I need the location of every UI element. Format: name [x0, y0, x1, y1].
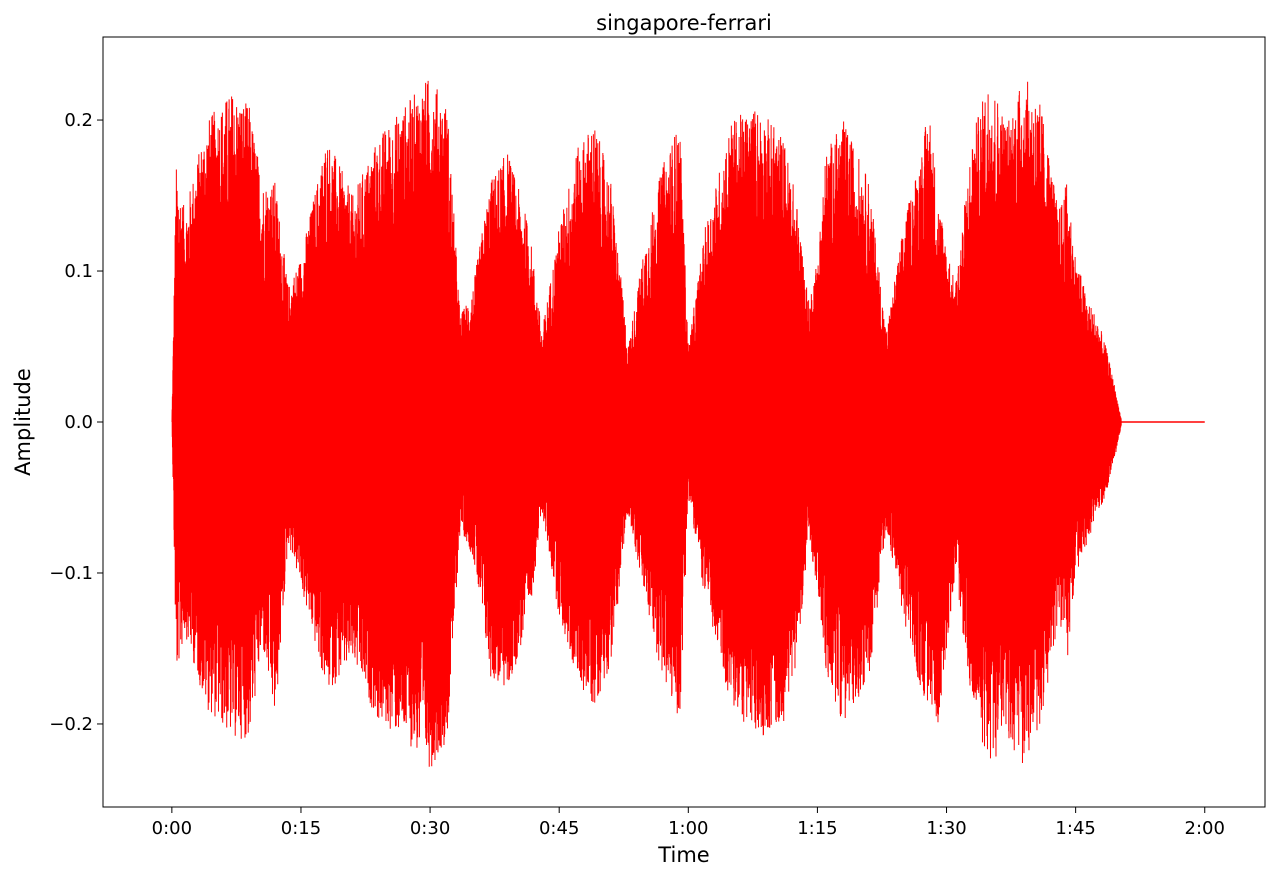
y-tick-label: 0.0 — [64, 412, 93, 433]
y-tick-label: 0.2 — [64, 110, 93, 131]
x-axis-label: Time — [657, 843, 709, 867]
x-tick-label: 1:15 — [797, 818, 837, 839]
plot-area — [102, 36, 1266, 808]
x-tick-label: 0:30 — [410, 818, 450, 839]
chart-title: singapore-ferrari — [596, 11, 772, 35]
y-axis-label: Amplitude — [11, 368, 35, 476]
x-tick-label: 0:45 — [539, 818, 579, 839]
x-tick-label: 1:30 — [926, 818, 966, 839]
y-tick-label: −0.1 — [49, 563, 93, 584]
x-tick-label: 1:45 — [1055, 818, 1095, 839]
x-tick-label: 2:00 — [1185, 818, 1225, 839]
x-tick-label: 1:00 — [668, 818, 708, 839]
x-axis: 0:00 0:15 0:30 0:45 1:00 1:15 1:30 1:45 2:00 — [152, 807, 1225, 839]
x-tick-label: 0:00 — [152, 818, 192, 839]
series-waveform — [171, 80, 1122, 767]
y-tick-label: 0.1 — [64, 261, 93, 282]
x-tick-label: 0:15 — [281, 818, 321, 839]
y-tick-label: −0.2 — [49, 714, 93, 735]
y-axis: −0.2 −0.1 0.0 0.1 0.2 — [49, 110, 103, 735]
